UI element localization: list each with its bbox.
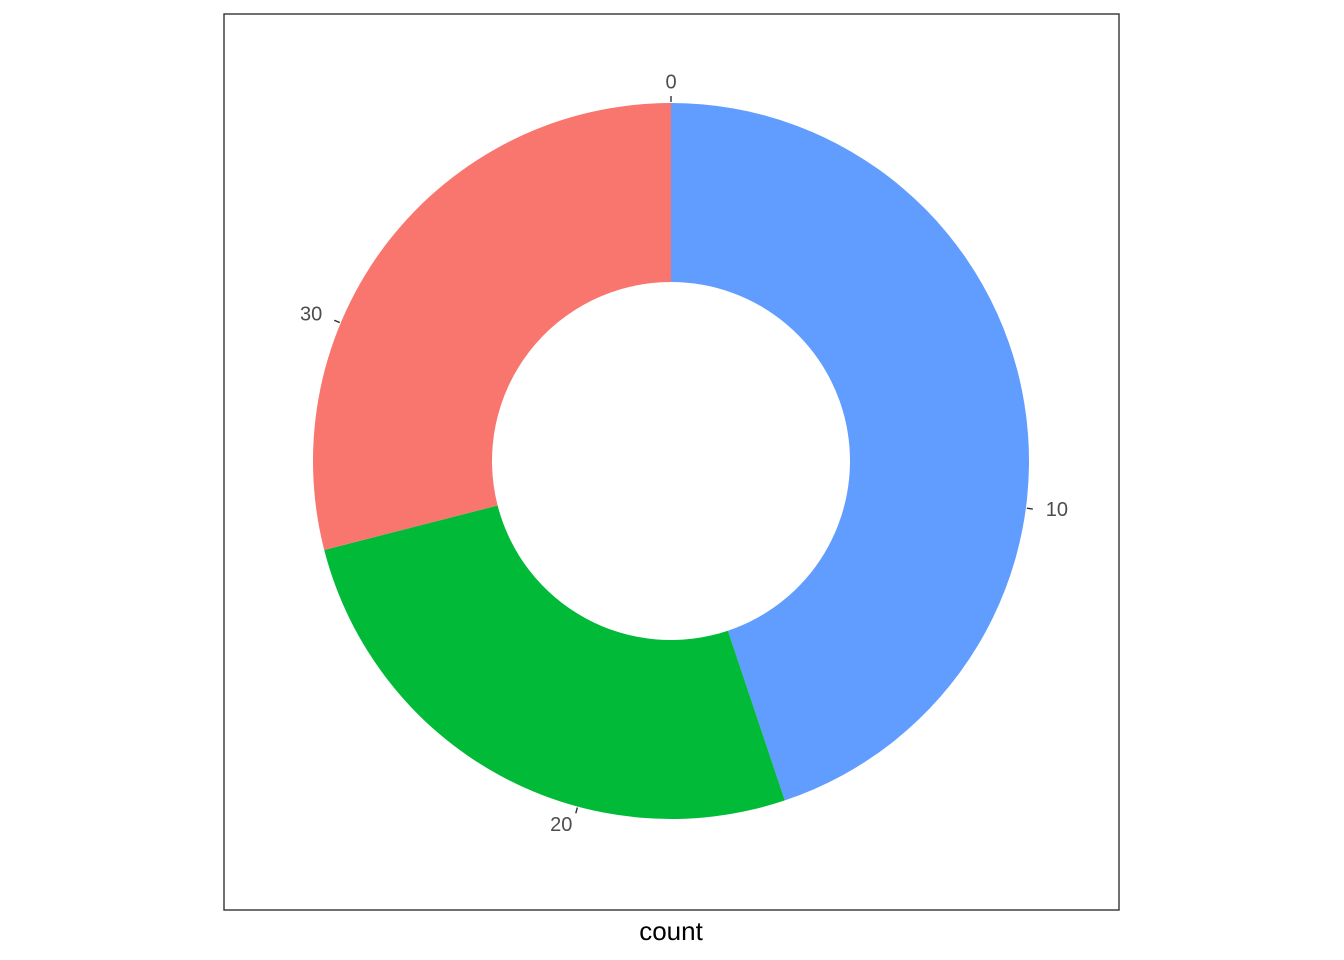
r-tick-mark-1 bbox=[1026, 507, 1033, 510]
r-tick-label-1: 10 bbox=[1046, 499, 1068, 521]
r-tick-label-0: 0 bbox=[665, 71, 676, 93]
donut-segment-1 bbox=[324, 505, 785, 819]
r-axis-ticks: 0 10 20 30 bbox=[300, 71, 1068, 836]
r-tick-label-3: 30 bbox=[300, 304, 322, 326]
donut-segment-2 bbox=[313, 103, 671, 550]
x-axis-title: count bbox=[639, 916, 703, 946]
segments-layer bbox=[313, 103, 1029, 819]
donut-segment-0 bbox=[671, 103, 1029, 801]
r-tick-label-2: 20 bbox=[550, 814, 572, 836]
r-tick-mark-3 bbox=[333, 319, 341, 324]
r-tick-mark-2 bbox=[575, 807, 579, 814]
